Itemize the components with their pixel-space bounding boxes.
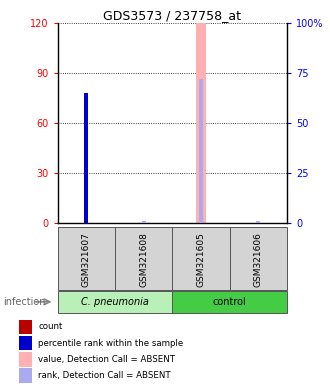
Bar: [19, 336, 32, 351]
Text: count: count: [38, 323, 63, 331]
Bar: [19, 352, 32, 367]
Text: GSM321608: GSM321608: [139, 232, 148, 286]
Bar: [84, 119, 88, 223]
Bar: [256, 221, 260, 223]
Text: GSM321607: GSM321607: [82, 232, 91, 286]
Bar: [58, 291, 173, 313]
Bar: [199, 79, 203, 223]
Text: infection: infection: [3, 297, 46, 307]
Text: GSM321606: GSM321606: [254, 232, 263, 286]
Text: GSM321605: GSM321605: [197, 232, 206, 286]
Bar: [173, 227, 230, 290]
Bar: [196, 0, 206, 223]
Text: control: control: [213, 297, 247, 307]
Bar: [173, 291, 287, 313]
Bar: [142, 221, 146, 223]
Text: C. pneumonia: C. pneumonia: [81, 297, 149, 307]
Title: GDS3573 / 237758_at: GDS3573 / 237758_at: [103, 9, 242, 22]
Text: rank, Detection Call = ABSENT: rank, Detection Call = ABSENT: [38, 371, 171, 380]
Bar: [58, 227, 115, 290]
Bar: [115, 227, 173, 290]
Text: value, Detection Call = ABSENT: value, Detection Call = ABSENT: [38, 355, 175, 364]
Bar: [230, 227, 287, 290]
Bar: [84, 93, 88, 223]
Text: percentile rank within the sample: percentile rank within the sample: [38, 339, 183, 348]
Bar: [19, 368, 32, 383]
Bar: [19, 319, 32, 334]
